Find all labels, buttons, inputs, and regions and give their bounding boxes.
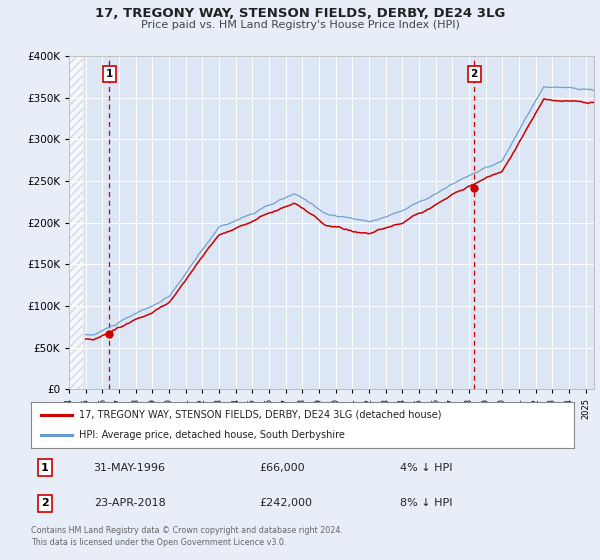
Text: 1: 1 [41,463,49,473]
Text: 23-APR-2018: 23-APR-2018 [94,498,166,508]
Text: 17, TREGONY WAY, STENSON FIELDS, DERBY, DE24 3LG: 17, TREGONY WAY, STENSON FIELDS, DERBY, … [95,7,505,20]
Text: 31-MAY-1996: 31-MAY-1996 [94,463,166,473]
Text: Price paid vs. HM Land Registry's House Price Index (HPI): Price paid vs. HM Land Registry's House … [140,20,460,30]
Text: 2: 2 [470,69,478,80]
Text: Contains HM Land Registry data © Crown copyright and database right 2024.
This d: Contains HM Land Registry data © Crown c… [31,526,343,547]
Text: HPI: Average price, detached house, South Derbyshire: HPI: Average price, detached house, Sout… [79,430,345,440]
Text: 17, TREGONY WAY, STENSON FIELDS, DERBY, DE24 3LG (detached house): 17, TREGONY WAY, STENSON FIELDS, DERBY, … [79,410,442,420]
Text: 2: 2 [41,498,49,508]
Text: 8% ↓ HPI: 8% ↓ HPI [400,498,453,508]
Text: £66,000: £66,000 [259,463,305,473]
Text: £242,000: £242,000 [259,498,312,508]
Text: 1: 1 [106,69,113,80]
Text: 4% ↓ HPI: 4% ↓ HPI [400,463,453,473]
